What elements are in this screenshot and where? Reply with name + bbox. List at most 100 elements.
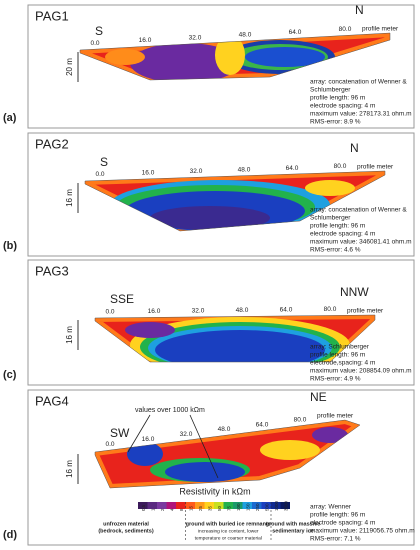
- info-line: RMS-error: 8.9 %: [310, 119, 361, 126]
- panel-title: PAG2: [35, 136, 69, 151]
- distance-tick-label: 32.0: [189, 34, 202, 41]
- panel-title: PAG4: [35, 393, 69, 408]
- distance-tick-label: 0.0: [95, 171, 104, 178]
- resistivity-zone: [155, 330, 325, 362]
- distance-tick-label: 16.0: [142, 170, 155, 177]
- legend-swatch: [185, 502, 195, 509]
- info-line: maximum value: 208854.09 ohm.m: [310, 368, 412, 375]
- legend-group-text: temperature or coarser material: [195, 535, 262, 541]
- info-line: maximum value: 2119056.75 ohm.m: [310, 528, 415, 535]
- info-line: Schlumberger: [310, 87, 351, 94]
- distance-tick-label: 64.0: [289, 29, 302, 36]
- legend-group-text: ground with massive: [266, 521, 321, 527]
- distance-tick-label: 16.0: [139, 37, 152, 44]
- legend-swatch: [233, 502, 243, 509]
- distance-tick-label: 0.0: [90, 40, 99, 47]
- panel-title: PAG3: [35, 263, 69, 278]
- legend-scale-label: 15: [188, 505, 193, 511]
- panel-label: (c): [3, 369, 17, 381]
- distance-tick-label: 48.0: [238, 166, 251, 173]
- profile: [80, 33, 390, 80]
- profile: [95, 315, 375, 362]
- info-line: profile length: 96 m: [310, 95, 365, 102]
- resistivity-zone: [105, 49, 145, 65]
- info-line: Schlumberger: [310, 215, 351, 222]
- legend-scale-label: 2: [160, 508, 165, 511]
- legend-swatch: [195, 502, 205, 509]
- annotation-arrow: [189, 414, 219, 479]
- direction-left: S: [95, 24, 103, 38]
- info-line: profile length: 96 m: [310, 352, 365, 359]
- info-line: maximum value: 278173.31 ohm.m: [310, 111, 412, 118]
- legend-swatch: [242, 502, 252, 509]
- direction-left: SSE: [110, 292, 134, 306]
- distance-tick-label: 80.0: [339, 26, 352, 33]
- profile-outline: [94, 419, 361, 489]
- direction-right: NNW: [340, 285, 369, 299]
- distance-unit: profile meter: [357, 164, 394, 171]
- legend-scale-label: 1: [150, 508, 155, 511]
- resistivity-zone: [312, 427, 348, 443]
- direction-left: SW: [110, 426, 130, 440]
- direction-left: S: [100, 155, 108, 169]
- distance-tick-label: 16.0: [142, 436, 155, 443]
- legend-swatch: [138, 502, 148, 509]
- distance-unit: profile meter: [347, 308, 384, 315]
- distance-unit: profile meter: [362, 26, 399, 33]
- legend-group-text: (bedrock, sediments): [98, 528, 153, 534]
- annotation: values over 1000 kΩm: [135, 407, 205, 414]
- info-line: array: concatenation of Wenner &: [310, 79, 407, 86]
- panel-frame: [27, 4, 415, 129]
- legend-scale-label: 4: [169, 508, 174, 511]
- legend-swatch: [214, 502, 224, 509]
- legend-scale-label: 100: [236, 503, 241, 511]
- info-line: electrode spacing: 4 m: [310, 231, 375, 238]
- legend-swatch: [223, 502, 233, 509]
- depth-label: 16 m: [65, 460, 74, 478]
- legend-scale-label: 250: [255, 503, 260, 511]
- info-line: profile length: 96 m: [310, 512, 365, 519]
- info-line: array: Schlumberger: [310, 344, 370, 351]
- legend-scale-label: 3000: [283, 500, 288, 511]
- legend-scale-label: 1000: [274, 500, 279, 511]
- resistivity-zone: [127, 442, 163, 466]
- legend-group-text: increasing ice content, lower: [198, 528, 259, 534]
- resistivity-zone: [305, 180, 355, 196]
- legend-scale-label: 0.5: [141, 504, 146, 511]
- panel-frame: [27, 132, 415, 257]
- profile-outline: [84, 170, 386, 232]
- distance-tick-label: 64.0: [280, 307, 293, 314]
- distance-tick-label: 32.0: [190, 168, 203, 175]
- legend-swatch: [252, 502, 262, 509]
- distance-tick-label: 16.0: [148, 308, 161, 315]
- legend-scale-label: 35: [207, 505, 212, 511]
- distance-tick-label: 64.0: [286, 165, 299, 172]
- legend-group-text: sedimentary ice: [272, 528, 314, 534]
- info-line: RMS-error: 4.6 %: [310, 247, 361, 254]
- direction-right: NE: [310, 390, 327, 404]
- annotation-arrow: [127, 414, 151, 453]
- legend-swatch: [280, 502, 290, 509]
- info-line: array: Wenner: [310, 504, 352, 511]
- info-line: array: concatenation of Wenner &: [310, 207, 407, 214]
- legend-title: Resistivity in kΩm: [179, 486, 250, 496]
- direction-right: N: [350, 141, 359, 155]
- panel-label: (d): [3, 529, 17, 541]
- legend-swatch: [271, 502, 281, 509]
- panel-label: (b): [3, 240, 17, 252]
- panel-frame: [27, 389, 415, 546]
- distance-tick-label: 32.0: [192, 308, 205, 315]
- legend-swatch: [204, 502, 214, 509]
- legend-group-text: ground with buried ice remnants: [186, 521, 271, 527]
- panel-frame: [27, 259, 415, 386]
- panel-title: PAG1: [35, 8, 69, 23]
- info-line: electrode spacing: 4 m: [310, 103, 375, 110]
- resistivity-zone: [150, 206, 270, 230]
- info-line: RMS-error: 4.9 %: [310, 376, 361, 383]
- resistivity-zone: [245, 47, 325, 67]
- depth-label: 16 m: [65, 189, 74, 207]
- legend-swatch: [176, 502, 186, 509]
- distance-tick-label: 48.0: [236, 307, 249, 314]
- legend-swatch: [261, 502, 271, 509]
